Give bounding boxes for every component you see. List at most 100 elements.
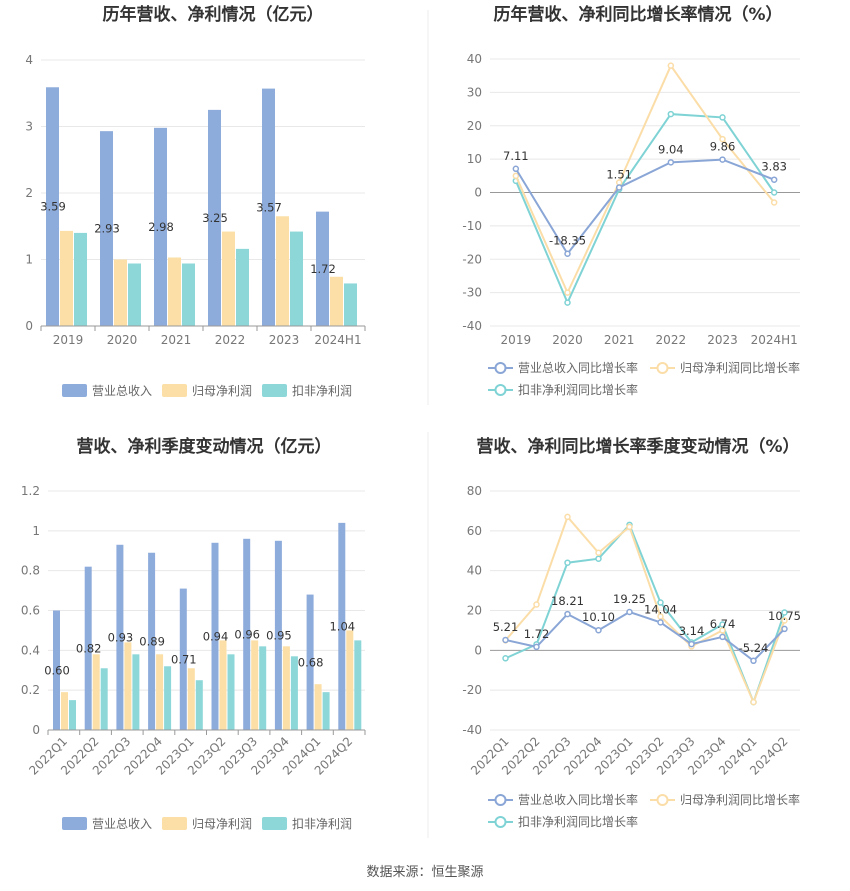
bar-net-profit bbox=[219, 640, 227, 730]
chart-title: 历年营收、净利同比增长率情况（%） bbox=[493, 4, 782, 25]
bar-deducted-profit bbox=[195, 680, 203, 730]
point-deducted-profit-growth bbox=[781, 609, 788, 616]
data-label: 0.95 bbox=[266, 628, 292, 642]
data-label: -18.35 bbox=[549, 234, 586, 248]
bar-revenue bbox=[53, 610, 60, 730]
legend-marker bbox=[494, 794, 507, 806]
bar-revenue bbox=[338, 522, 346, 730]
bar-revenue bbox=[84, 566, 92, 730]
x-tick-label: 2023 bbox=[707, 333, 738, 347]
y-tick-label: 20 bbox=[467, 604, 482, 618]
bar-net-profit bbox=[222, 231, 235, 326]
bar-revenue bbox=[274, 540, 282, 730]
point-deducted-profit-growth bbox=[657, 599, 664, 606]
y-tick-label: 1 bbox=[25, 253, 33, 267]
point-revenue-growth bbox=[750, 657, 757, 665]
data-label: 2.98 bbox=[148, 220, 174, 234]
bar-net-profit bbox=[124, 642, 132, 730]
point-deducted-profit-growth bbox=[770, 189, 778, 196]
bar-revenue bbox=[306, 594, 314, 730]
line-revenue-growth bbox=[505, 610, 786, 663]
x-tick-label: 2023 bbox=[269, 333, 300, 347]
bar-deducted-profit bbox=[259, 646, 267, 730]
point-revenue-growth bbox=[564, 610, 571, 618]
y-tick-label: 80 bbox=[467, 484, 482, 498]
bar-revenue bbox=[46, 87, 59, 326]
line-net-profit-growth bbox=[514, 63, 775, 296]
bar-revenue bbox=[154, 127, 167, 326]
legend-swatch bbox=[62, 384, 87, 397]
bar-revenue bbox=[116, 544, 124, 730]
x-tick-label: 2021 bbox=[161, 333, 192, 347]
y-tick-label: 40 bbox=[467, 564, 482, 578]
y-tick-label: 1 bbox=[32, 524, 40, 538]
data-label: 0.93 bbox=[108, 630, 134, 644]
y-tick-label: 3 bbox=[25, 120, 33, 134]
data-label: 3.14 bbox=[679, 624, 705, 638]
legend-swatch bbox=[162, 817, 187, 830]
legend-label: 扣非净利润同比增长率 bbox=[518, 382, 638, 397]
data-label: 3.25 bbox=[202, 211, 228, 225]
y-tick-label: 0 bbox=[474, 186, 482, 200]
line-revenue-growth bbox=[514, 158, 775, 256]
bar-deducted-profit bbox=[322, 692, 330, 730]
point-deducted-profit-growth bbox=[719, 621, 726, 628]
data-label: 10.75 bbox=[768, 609, 801, 623]
data-label: 0.82 bbox=[76, 641, 102, 655]
chart-title: 营收、净利同比增长率季度变动情况（%） bbox=[476, 436, 799, 457]
annual-growth-rate-chart: 历年营收、净利同比增长率情况（%） 40 30 20 10 0 -10 -20 -30 -40 7… bbox=[462, 4, 800, 397]
bar-net-profit bbox=[346, 630, 354, 730]
quarterly-growth-rate-chart: 营收、净利同比增长率季度变动情况（%） 80 60 40 20 0 -20 -40 5.21 1… bbox=[462, 436, 801, 829]
legend-label: 营业总收入 bbox=[92, 817, 152, 831]
point-revenue-growth bbox=[564, 250, 571, 257]
data-label: 1.72 bbox=[524, 627, 550, 641]
bar-deducted-profit bbox=[354, 640, 362, 730]
data-label: 0.68 bbox=[298, 655, 324, 669]
bar-deducted-profit bbox=[69, 700, 76, 730]
data-label: 3.59 bbox=[40, 200, 66, 214]
data-label: 9.04 bbox=[658, 142, 684, 156]
point-revenue-growth bbox=[615, 184, 623, 191]
y-tick-label: 2 bbox=[25, 186, 33, 200]
bar-net-profit bbox=[282, 646, 290, 730]
data-label: 2.93 bbox=[94, 222, 120, 236]
point-net-profit-growth bbox=[657, 613, 664, 620]
point-revenue-growth bbox=[719, 633, 726, 641]
point-deducted-profit-growth bbox=[564, 559, 571, 566]
point-net-profit-growth bbox=[750, 698, 757, 706]
data-label: 0.94 bbox=[203, 629, 229, 643]
bar-net-profit bbox=[114, 259, 127, 326]
data-label: 10.10 bbox=[582, 610, 615, 624]
point-revenue-growth bbox=[657, 619, 664, 626]
point-deducted-profit-growth bbox=[502, 655, 509, 662]
y-tick-label: 60 bbox=[467, 524, 482, 538]
y-tick-label: 20 bbox=[467, 119, 482, 133]
point-net-profit-growth bbox=[626, 523, 633, 531]
y-tick-label: 0 bbox=[25, 319, 33, 333]
bar-revenue bbox=[211, 542, 219, 730]
x-tick-label: 2024H1 bbox=[314, 333, 361, 347]
point-net-profit-growth bbox=[667, 62, 675, 69]
data-label: 1.51 bbox=[606, 167, 632, 181]
bar-revenue bbox=[316, 211, 329, 326]
data-label: 9.86 bbox=[710, 140, 736, 154]
data-label: 6.74 bbox=[710, 617, 736, 631]
legend-swatch bbox=[162, 384, 187, 397]
point-revenue-growth bbox=[781, 625, 788, 633]
legend-label: 归母净利润同比增长率 bbox=[680, 360, 800, 375]
line-deducted-profit-growth bbox=[505, 523, 786, 705]
data-label: 5.21 bbox=[493, 620, 519, 634]
line-deducted-profit-growth bbox=[514, 113, 775, 306]
bar-net-profit bbox=[61, 692, 68, 730]
data-label: 3.83 bbox=[761, 160, 787, 174]
y-tick-label: 0.6 bbox=[21, 604, 40, 618]
bar-deducted-profit bbox=[236, 248, 249, 326]
data-label: 1.04 bbox=[329, 619, 355, 633]
legend-label: 营业总收入同比增长率 bbox=[518, 792, 638, 807]
legend-label: 归母净利润同比增长率 bbox=[680, 792, 800, 807]
y-tick-label: 40 bbox=[467, 52, 482, 66]
point-net-profit-growth bbox=[564, 513, 571, 521]
point-net-profit-growth bbox=[595, 549, 602, 556]
legend-swatch bbox=[262, 384, 287, 397]
legend-label: 营业总收入 bbox=[92, 384, 152, 398]
